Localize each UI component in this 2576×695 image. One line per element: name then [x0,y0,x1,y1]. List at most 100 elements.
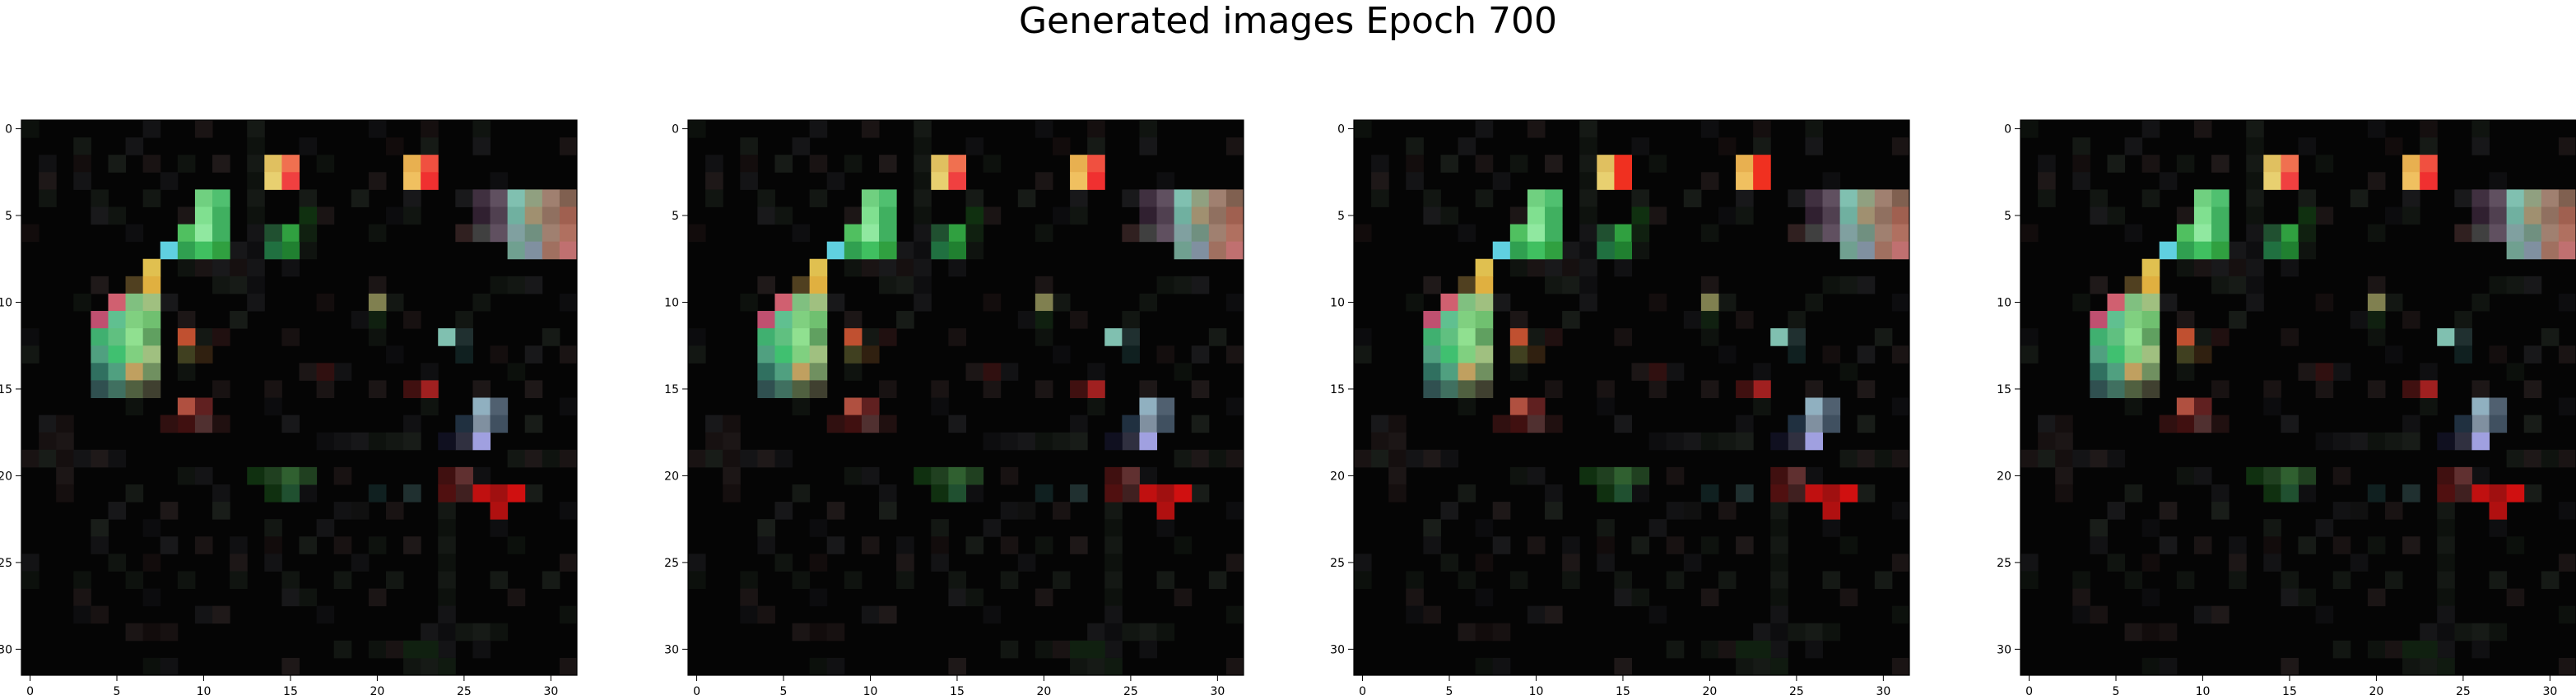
pixel-noise [108,206,127,225]
pixel-noise [983,155,1002,173]
pixel-noise [2159,293,2178,312]
pixel [490,206,509,225]
pixel-noise [2523,345,2542,364]
pixel [2558,241,2576,260]
pixel [774,380,793,398]
pixel-noise [2124,397,2143,416]
pixel-noise [2384,571,2403,590]
pixel [792,363,811,381]
pixel-noise [2541,328,2560,346]
pixel [2124,363,2143,381]
pixel [212,415,230,433]
pixel-noise [1753,623,1771,642]
pixel-noise [826,623,845,642]
axes-frame [687,119,1244,676]
pixel-noise [688,449,706,468]
pixel [1458,363,1476,381]
pixel [1736,155,1754,173]
pixel [1891,189,1910,207]
pixel-noise [1753,363,1771,381]
pixel-noise [212,155,230,173]
pixel-noise [1805,623,1824,642]
pixel [1788,415,1806,433]
pixel-noise [421,623,439,642]
pixel-noise [1891,449,1910,468]
y-tick-label: 10 [0,296,12,309]
pixel-noise [472,380,491,398]
pixel-noise [1562,554,1580,572]
pixel-noise [844,571,863,590]
pixel-noise [177,363,196,381]
pixel-noise [1648,380,1667,398]
pixel-noise [542,449,560,468]
pixel-noise [91,536,109,554]
pixel-noise [1562,571,1580,590]
pixel-noise [2541,449,2560,468]
pixel [403,172,421,190]
pixel-noise [1052,571,1071,590]
pixel-noise [1648,519,1667,537]
pixel-noise [490,571,509,590]
x-tick-label: 5 [780,685,788,695]
pixel [2141,380,2160,398]
pixel-noise [1052,293,1071,312]
x-tick-label: 20 [370,685,385,695]
pixel-noise [896,554,914,572]
pixel [965,206,984,225]
pixel [1122,415,1140,433]
pixel [1527,397,1546,416]
pixel [299,466,318,485]
pixel-noise [1208,571,1227,590]
pixel-noise [1191,345,1210,364]
pixel [1070,172,1088,190]
pixel-noise [2315,432,2334,451]
pixel [125,293,144,312]
pixel [2124,293,2143,312]
pixel [1475,276,1494,294]
pixel-noise [316,605,335,624]
pixel-noise [1683,432,1702,451]
pixel-noise [688,328,706,346]
pixel-noise [757,536,775,554]
pixel-noise [39,449,57,468]
pixel-noise [177,258,196,277]
pixel-noise [879,258,897,277]
pixel [559,241,578,260]
pixel-noise [2246,258,2264,277]
pixel-noise [1839,588,1858,607]
y-tick-label: 25 [1997,557,2011,570]
pixel [2107,363,2126,381]
pixel-noise [1545,502,1563,520]
pixel-noise [1035,276,1053,294]
pixel-noise [1000,536,1019,554]
pixel [844,397,863,416]
pixel [455,415,473,433]
pixel-noise [160,293,179,312]
pixel-noise [2229,571,2247,590]
pixel [2281,466,2299,485]
pixel-noise [2141,189,2160,207]
pixel-noise [299,484,318,503]
pixel-noise [2055,432,2073,451]
pixel-noise [1354,345,1372,364]
pixel [1614,224,1632,243]
pixel [1122,484,1140,503]
pixel-noise [1156,519,1175,537]
pixel-noise [774,155,793,173]
pixel [1475,258,1494,277]
pixel [2176,415,2195,433]
pixel-noise [91,276,109,294]
pixel [264,484,282,503]
pixel [2263,241,2281,260]
pixel-noise [2038,449,2056,468]
pixel-noise [1718,432,1737,451]
pixel-noise [1475,623,1494,642]
pixel [1770,432,1788,451]
pixel [1509,397,1528,416]
pixel-noise [1788,311,1806,329]
pixel-noise [333,640,352,659]
pixel-noise [2124,224,2143,243]
pixel-noise [403,536,421,554]
pixel-noise [2176,571,2195,590]
pixel-noise [914,241,932,260]
